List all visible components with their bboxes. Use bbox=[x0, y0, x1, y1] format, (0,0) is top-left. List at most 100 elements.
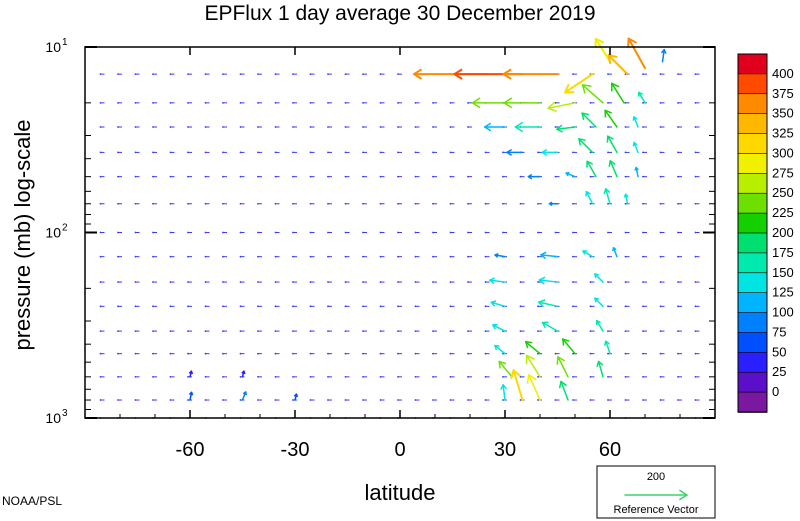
background-vector bbox=[327, 175, 332, 178]
background-vector bbox=[397, 352, 402, 355]
ep-flux-vector bbox=[188, 370, 194, 378]
colorbar-label: 350 bbox=[772, 106, 794, 121]
background-vector bbox=[554, 231, 560, 234]
y-tick-label: 10 bbox=[45, 39, 61, 55]
background-vector bbox=[99, 175, 105, 178]
background-vector bbox=[484, 281, 490, 283]
background-vector bbox=[292, 126, 297, 128]
colorbar-label: 225 bbox=[772, 205, 794, 220]
background-vector bbox=[257, 126, 262, 128]
background-vector bbox=[344, 202, 350, 205]
background-vector bbox=[589, 281, 595, 283]
colorbar-swatch bbox=[737, 232, 768, 254]
background-vector bbox=[344, 175, 350, 178]
background-vector bbox=[467, 151, 472, 154]
background-vector bbox=[274, 352, 280, 355]
background-vector bbox=[292, 151, 297, 154]
background-vector bbox=[239, 151, 245, 154]
background-vector bbox=[327, 101, 332, 104]
background-vector bbox=[169, 151, 175, 154]
background-vector bbox=[344, 330, 350, 332]
background-vector bbox=[344, 151, 350, 154]
background-vector bbox=[99, 231, 105, 234]
background-vector bbox=[694, 255, 700, 258]
background-vector bbox=[292, 305, 297, 308]
ep-flux-vector bbox=[489, 277, 506, 285]
reference-vector-value: 200 bbox=[647, 471, 665, 483]
background-vector bbox=[642, 305, 647, 308]
ep-flux-vector bbox=[586, 160, 597, 178]
background-vector bbox=[134, 151, 140, 154]
background-vector bbox=[274, 126, 280, 128]
ep-flux-vector bbox=[547, 101, 576, 113]
background-vector bbox=[379, 175, 385, 178]
ep-flux-vector bbox=[604, 340, 611, 355]
background-vector bbox=[204, 231, 210, 234]
background-vector bbox=[187, 175, 192, 178]
ep-flux-vector bbox=[595, 319, 604, 332]
background-vector bbox=[99, 202, 105, 205]
background-vector bbox=[187, 281, 192, 283]
background-vector bbox=[327, 352, 332, 355]
background-vector bbox=[257, 330, 262, 332]
background-vector bbox=[222, 352, 227, 355]
background-vector bbox=[624, 375, 630, 378]
background-vector bbox=[484, 255, 490, 258]
background-vector bbox=[169, 101, 175, 104]
background-vector bbox=[222, 151, 227, 154]
background-vector bbox=[379, 126, 385, 128]
background-vector bbox=[117, 375, 122, 378]
background-vector bbox=[537, 305, 542, 308]
background-vector bbox=[362, 305, 367, 308]
background-vector bbox=[169, 255, 175, 258]
background-vector bbox=[204, 281, 210, 283]
background-vector bbox=[327, 202, 332, 205]
background-vector bbox=[677, 126, 682, 128]
background-vector bbox=[467, 352, 472, 355]
background-vector bbox=[274, 151, 280, 154]
ep-flux-vector bbox=[660, 48, 667, 63]
background-vector bbox=[292, 101, 297, 104]
colorbar-label: 375 bbox=[772, 86, 794, 101]
background-vector bbox=[274, 305, 280, 308]
background-vector bbox=[414, 101, 420, 104]
background-vector bbox=[257, 202, 262, 205]
background-vector bbox=[607, 330, 612, 332]
background-vector bbox=[309, 255, 315, 258]
background-vector bbox=[292, 202, 297, 205]
y-axis-label: pressure (mb) log-scale bbox=[10, 119, 35, 350]
reference-vector-frame bbox=[596, 465, 716, 519]
background-vector bbox=[467, 281, 472, 283]
background-vector bbox=[572, 202, 577, 205]
ep-flux-vector bbox=[612, 247, 618, 258]
background-vector bbox=[537, 231, 542, 234]
background-vector bbox=[274, 399, 280, 401]
background-vector bbox=[432, 101, 437, 104]
background-vector bbox=[344, 101, 350, 104]
background-vector bbox=[204, 375, 210, 378]
background-vector bbox=[117, 399, 122, 401]
background-vector bbox=[327, 73, 332, 76]
background-vector bbox=[677, 202, 682, 205]
background-vector bbox=[449, 175, 455, 178]
background-vector bbox=[467, 305, 472, 308]
background-vector bbox=[344, 305, 350, 308]
background-vector bbox=[257, 175, 262, 178]
background-vector bbox=[152, 101, 157, 104]
background-vector bbox=[344, 375, 350, 378]
ep-flux-vector bbox=[558, 380, 569, 401]
colorbar-swatch bbox=[737, 153, 768, 175]
background-vector bbox=[554, 399, 560, 401]
background-vector bbox=[659, 231, 665, 234]
background-vector bbox=[187, 231, 192, 234]
background-vector bbox=[484, 330, 490, 332]
background-vector bbox=[204, 175, 210, 178]
background-vector bbox=[414, 330, 420, 332]
background-vector bbox=[222, 375, 227, 378]
background-vector bbox=[414, 202, 420, 205]
background-vector bbox=[572, 330, 577, 332]
background-vector bbox=[204, 202, 210, 205]
background-vector bbox=[397, 101, 402, 104]
background-vector bbox=[169, 352, 175, 355]
background-vector bbox=[169, 73, 175, 76]
